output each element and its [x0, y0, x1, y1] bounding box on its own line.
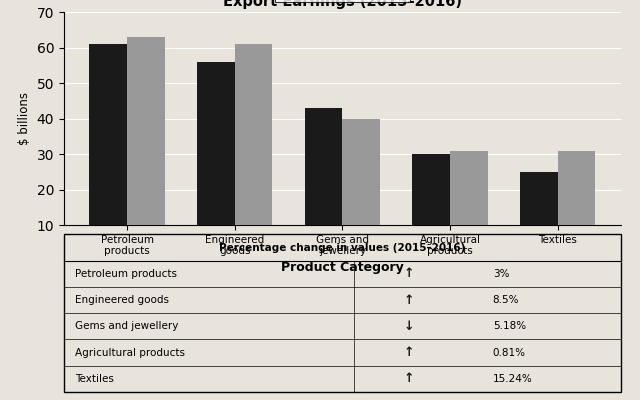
- Text: Gems and jewellery: Gems and jewellery: [75, 321, 179, 331]
- Bar: [450, 150, 488, 261]
- Bar: [520, 172, 558, 261]
- Text: ↑: ↑: [404, 294, 415, 306]
- Text: ↑: ↑: [404, 267, 415, 280]
- Text: 8.5%: 8.5%: [493, 295, 519, 305]
- Bar: [235, 44, 273, 261]
- Y-axis label: $ billions: $ billions: [18, 92, 31, 145]
- Bar: [558, 150, 595, 261]
- X-axis label: Product Category: Product Category: [281, 261, 404, 274]
- Legend: 2015, 2016: 2015, 2016: [275, 0, 410, 2]
- Bar: [90, 44, 127, 261]
- Text: ↑: ↑: [404, 372, 415, 385]
- Text: Textiles: Textiles: [75, 374, 114, 384]
- Title: Export Earnings (2015–2016): Export Earnings (2015–2016): [223, 0, 462, 10]
- Bar: [412, 154, 450, 261]
- Text: Engineered goods: Engineered goods: [75, 295, 169, 305]
- Text: 15.24%: 15.24%: [493, 374, 532, 384]
- Text: 0.81%: 0.81%: [493, 348, 525, 358]
- Text: 5.18%: 5.18%: [493, 321, 526, 331]
- Bar: [305, 108, 342, 261]
- Text: ↓: ↓: [404, 320, 415, 333]
- Bar: [197, 62, 235, 261]
- Bar: [342, 118, 380, 261]
- Text: Percentage change in values (2015–2016): Percentage change in values (2015–2016): [220, 242, 465, 252]
- Text: 3%: 3%: [493, 269, 509, 279]
- Text: Agricultural products: Agricultural products: [75, 348, 185, 358]
- Text: ↑: ↑: [404, 346, 415, 359]
- Text: Petroleum products: Petroleum products: [75, 269, 177, 279]
- Bar: [127, 37, 164, 261]
